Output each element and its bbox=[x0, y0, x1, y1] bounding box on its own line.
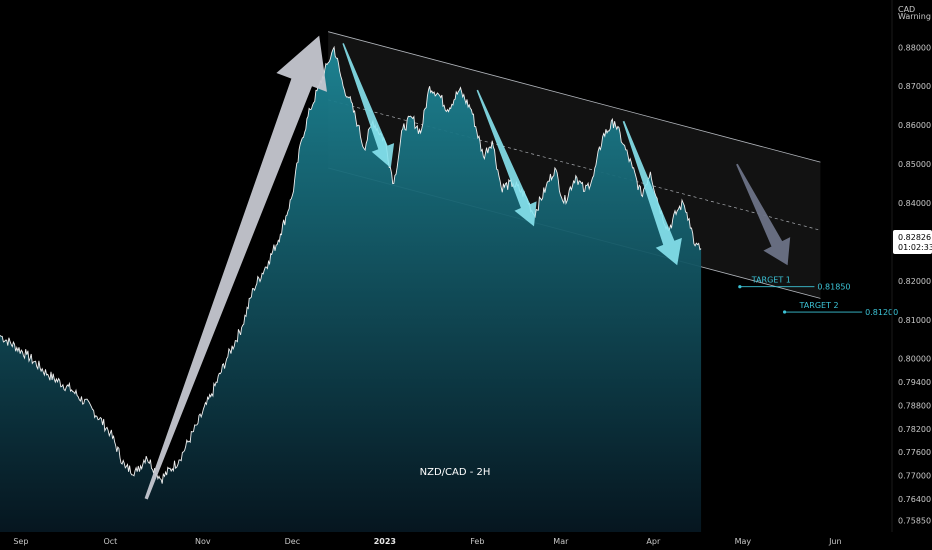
y-tick-label: 0.80000 bbox=[898, 355, 931, 364]
x-tick-label: Sep bbox=[13, 537, 28, 546]
currency-sublabel: Warning bbox=[898, 12, 931, 21]
time-axis[interactable]: Sep Oct Nov Dec 2023 Feb Mar Apr May Jun bbox=[13, 537, 841, 546]
down-arrow-3 bbox=[622, 120, 682, 266]
y-tick-label: 0.75850 bbox=[898, 516, 931, 525]
price-line bbox=[0, 45, 702, 484]
last-price-tag: 0.82826 01:02:33 bbox=[893, 230, 932, 254]
x-tick-label: Feb bbox=[470, 537, 484, 546]
price-axis[interactable]: CAD Warning 0.88000 0.87000 0.86000 0.85000… bbox=[898, 5, 931, 525]
price-line-path bbox=[0, 45, 702, 484]
price-area bbox=[0, 47, 702, 533]
down-arrow-2 bbox=[476, 89, 537, 227]
y-tick-label: 0.79400 bbox=[898, 378, 931, 387]
y-tick-label: 0.85000 bbox=[898, 160, 931, 169]
x-tick-label: Nov bbox=[195, 537, 211, 546]
y-tick-label: 0.86000 bbox=[898, 121, 931, 130]
target-value: 0.81850 bbox=[817, 283, 850, 292]
target-label: TARGET 2 bbox=[799, 301, 839, 310]
price-area-fill bbox=[0, 47, 702, 533]
last-price-value: 0.82826 bbox=[898, 233, 931, 242]
last-price-tag-box bbox=[893, 230, 932, 254]
y-tick-label: 0.76400 bbox=[898, 495, 931, 504]
chart-title: NZD/CAD - 2H bbox=[420, 467, 491, 478]
x-tick-label: Mar bbox=[553, 537, 569, 546]
currency-label: CAD bbox=[898, 5, 915, 14]
down-arrow-1 bbox=[342, 43, 395, 168]
x-tick-label: Apr bbox=[646, 537, 661, 546]
y-tick-label: 0.84000 bbox=[898, 199, 931, 208]
trend-arrows bbox=[144, 35, 791, 500]
target-lines: TARGET 1 0.81850 TARGET 2 0.81200 bbox=[738, 276, 898, 317]
countdown-value: 01:02:33 bbox=[898, 243, 932, 252]
target-value: 0.81200 bbox=[865, 308, 898, 317]
up-trend-arrow bbox=[144, 35, 327, 500]
y-tick-label: 0.77000 bbox=[898, 472, 931, 481]
x-tick-label: Dec bbox=[285, 537, 300, 546]
y-tick-label: 0.87000 bbox=[898, 82, 931, 91]
target-dot bbox=[738, 285, 742, 289]
channel-upper-line bbox=[328, 31, 821, 163]
y-tick-label: 0.81000 bbox=[898, 316, 931, 325]
target-dot bbox=[783, 310, 787, 314]
x-tick-label: Jun bbox=[828, 537, 842, 546]
x-tick-label: 2023 bbox=[374, 537, 396, 546]
y-tick-label: 0.82000 bbox=[898, 277, 931, 286]
y-tick-label: 0.88000 bbox=[898, 43, 931, 52]
y-tick-label: 0.77600 bbox=[898, 448, 931, 457]
y-tick-label: 0.78200 bbox=[898, 425, 931, 434]
target-label: TARGET 1 bbox=[751, 276, 791, 285]
y-tick-label: 0.78800 bbox=[898, 401, 931, 410]
projection-arrow bbox=[736, 163, 791, 266]
x-tick-label: May bbox=[735, 537, 752, 546]
x-tick-label: Oct bbox=[103, 537, 117, 546]
